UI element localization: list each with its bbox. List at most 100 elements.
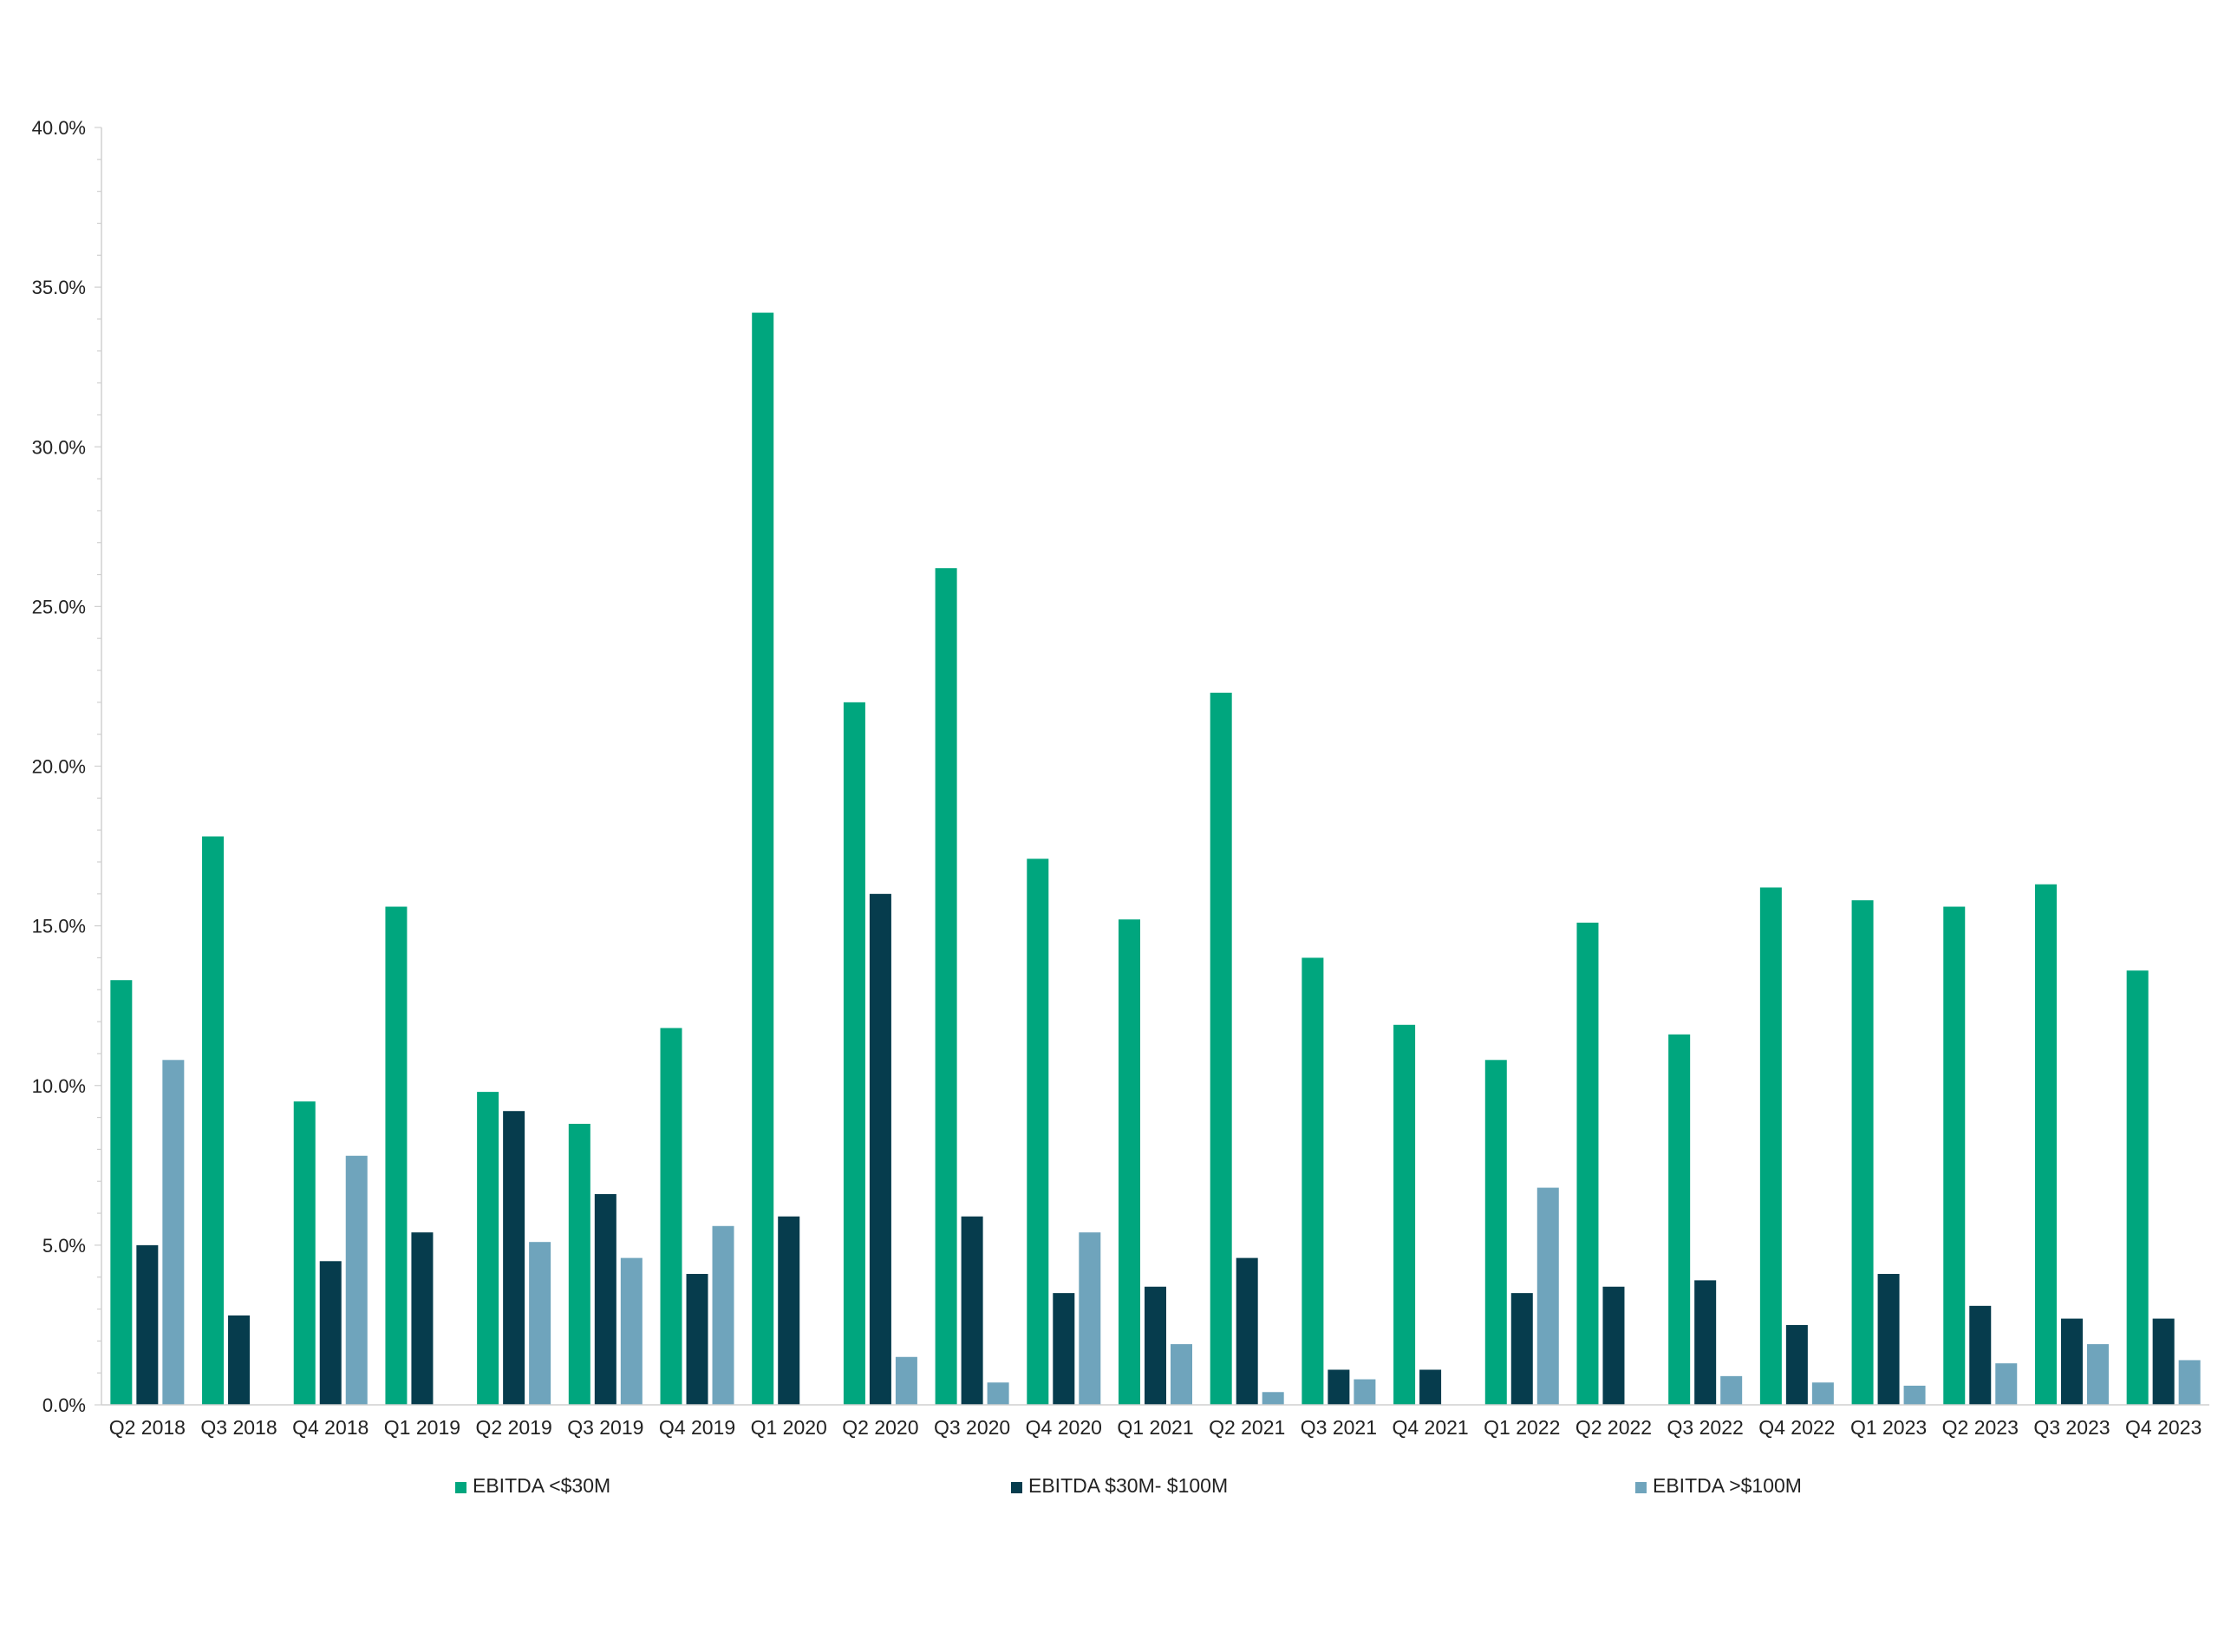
bar-ebitda-30m-q4-2019 (660, 1028, 682, 1405)
bar-ebitda-30m-100m-q3-2023 (2060, 1318, 2083, 1405)
bar-ebitda-30m-100m-q3-2020 (961, 1216, 983, 1405)
y-tick-label: 35.0% (32, 277, 86, 298)
x-tick-label: Q2 2023 (1942, 1416, 2019, 1439)
y-tick-label: 25.0% (32, 596, 86, 617)
bar-ebitda-30m-q1-2021 (1119, 919, 1140, 1405)
bar-ebitda-30m-q3-2023 (2034, 884, 2057, 1405)
bar-ebitda-100m-q1-2023 (1903, 1385, 1926, 1405)
bar-ebitda-100m-q3-2019 (620, 1257, 643, 1405)
bar-ebitda-100m-q3-2020 (987, 1382, 1009, 1405)
bar-ebitda-100m-q1-2021 (1171, 1344, 1192, 1405)
bar-ebitda-30m-q2-2020 (843, 702, 865, 1405)
x-tick-label: Q3 2019 (567, 1416, 643, 1439)
bar-ebitda-30m-q1-2020 (752, 312, 774, 1406)
bar-ebitda-30m-q2-2023 (1943, 906, 1966, 1405)
bar-ebitda-100m-q2-2018 (162, 1060, 185, 1405)
bar-ebitda-30m-100m-q3-2018 (228, 1315, 251, 1405)
legend-label: EBITDA $30M- $100M (1028, 1474, 1228, 1497)
y-tick-label: 15.0% (32, 916, 86, 937)
bar-ebitda-100m-q2-2021 (1262, 1392, 1284, 1405)
bar-ebitda-30m-q3-2020 (935, 568, 957, 1405)
y-tick-label: 5.0% (42, 1235, 86, 1257)
x-tick-label: Q1 2020 (751, 1416, 827, 1439)
x-tick-label: Q1 2023 (1850, 1416, 1927, 1439)
y-tick-label: 40.0% (32, 117, 86, 139)
bar-ebitda-100m-q3-2021 (1354, 1379, 1376, 1405)
bar-ebitda-30m-q3-2019 (568, 1123, 590, 1405)
x-tick-label: Q2 2018 (109, 1416, 186, 1439)
x-tick-label: Q4 2021 (1392, 1416, 1468, 1439)
x-tick-label: Q3 2022 (1667, 1416, 1744, 1439)
bars-layer (110, 312, 2201, 1406)
x-tick-label: Q4 2023 (2125, 1416, 2202, 1439)
bar-ebitda-30m-q1-2019 (385, 906, 408, 1405)
bar-ebitda-30m-100m-q1-2022 (1510, 1293, 1533, 1405)
bar-ebitda-30m-q4-2023 (2126, 970, 2149, 1405)
x-tick-label: Q3 2023 (2033, 1416, 2110, 1439)
legend: EBITDA <$30M EBITDA $30M- $100M EBITDA >$1… (455, 1474, 1802, 1497)
bar-ebitda-30m-100m-q3-2021 (1328, 1369, 1350, 1405)
y-tick-label: 30.0% (32, 436, 86, 458)
bar-ebitda-30m-q2-2021 (1210, 692, 1232, 1405)
bar-ebitda-30m-100m-q4-2023 (2152, 1318, 2175, 1405)
x-tick-label: Q4 2018 (292, 1416, 369, 1439)
bar-ebitda-30m-q3-2018 (202, 836, 225, 1405)
bar-ebitda-100m-q4-2019 (712, 1225, 734, 1405)
bar-ebitda-30m-100m-q1-2021 (1145, 1286, 1166, 1405)
bar-ebitda-30m-q3-2022 (1668, 1034, 1691, 1405)
x-tick-label: Q3 2020 (934, 1416, 1010, 1439)
bar-ebitda-100m-q4-2018 (345, 1155, 368, 1405)
bar-ebitda-30m-100m-q3-2022 (1694, 1280, 1717, 1405)
x-tick-label: Q3 2018 (200, 1416, 277, 1439)
x-tick-label: Q2 2021 (1209, 1416, 1285, 1439)
y-tick-label: 10.0% (32, 1075, 86, 1097)
bar-ebitda-30m-100m-q2-2023 (1969, 1305, 1992, 1405)
bar-ebitda-30m-100m-q2-2018 (136, 1244, 159, 1405)
bar-ebitda-100m-q2-2020 (895, 1356, 917, 1405)
bar-ebitda-30m-100m-q3-2019 (594, 1193, 616, 1405)
bar-ebitda-30m-q4-2018 (293, 1101, 316, 1405)
x-tick-label: Q3 2021 (1301, 1416, 1377, 1439)
bar-ebitda-100m-q4-2020 (1079, 1232, 1101, 1405)
bar-ebitda-30m-100m-q4-2021 (1419, 1369, 1442, 1405)
y-tick-label: 20.0% (32, 756, 86, 778)
x-tick-label: Q2 2020 (842, 1416, 918, 1439)
legend-swatch (1011, 1482, 1022, 1493)
x-tick-label: Q4 2022 (1758, 1416, 1835, 1439)
bar-ebitda-30m-100m-q4-2019 (686, 1274, 708, 1405)
bar-ebitda-30m-q1-2023 (1851, 900, 1874, 1405)
bar-ebitda-30m-q2-2019 (477, 1092, 499, 1405)
x-tick-label: Q1 2021 (1117, 1416, 1193, 1439)
bar-ebitda-30m-q2-2018 (110, 980, 133, 1405)
bar-ebitda-100m-q4-2023 (2178, 1360, 2201, 1405)
x-tick-label: Q4 2019 (659, 1416, 735, 1439)
bar-ebitda-30m-q4-2022 (1759, 887, 1782, 1405)
bar-ebitda-100m-q2-2023 (1995, 1363, 2018, 1405)
x-tick-label: Q2 2022 (1575, 1416, 1652, 1439)
x-tick-label: Q4 2020 (1026, 1416, 1102, 1439)
bar-ebitda-30m-100m-q4-2020 (1053, 1293, 1075, 1405)
bar-ebitda-100m-q1-2022 (1536, 1187, 1559, 1405)
x-tick-label: Q1 2022 (1484, 1416, 1560, 1439)
bar-ebitda-100m-q3-2022 (1720, 1375, 1743, 1405)
bar-ebitda-30m-100m-q2-2021 (1236, 1257, 1258, 1405)
x-tick-label: Q1 2019 (384, 1416, 460, 1439)
bar-ebitda-30m-q2-2022 (1576, 922, 1599, 1405)
bar-ebitda-30m-100m-q2-2019 (503, 1111, 525, 1405)
bar-ebitda-30m-q1-2022 (1484, 1060, 1507, 1405)
bar-ebitda-30m-100m-q1-2019 (411, 1232, 434, 1405)
x-axis: Q2 2018 Q3 2018 Q4 2018 Q1 2019 Q2 2019 Q3 20… (101, 1404, 2209, 1439)
legend-swatch (455, 1482, 466, 1493)
legend-swatch (1635, 1482, 1647, 1493)
bar-ebitda-30m-100m-q4-2022 (1785, 1324, 1808, 1405)
bar-ebitda-30m-100m-q2-2022 (1602, 1286, 1625, 1405)
bar-ebitda-30m-100m-q1-2020 (778, 1216, 800, 1405)
bar-ebitda-100m-q2-2019 (529, 1242, 551, 1405)
bar-ebitda-30m-100m-q2-2020 (869, 893, 891, 1405)
bar-ebitda-30m-q4-2021 (1393, 1024, 1416, 1405)
bar-ebitda-30m-q4-2020 (1027, 859, 1049, 1405)
x-tick-label: Q2 2019 (476, 1416, 552, 1439)
y-tick-label: 0.0% (42, 1394, 86, 1416)
